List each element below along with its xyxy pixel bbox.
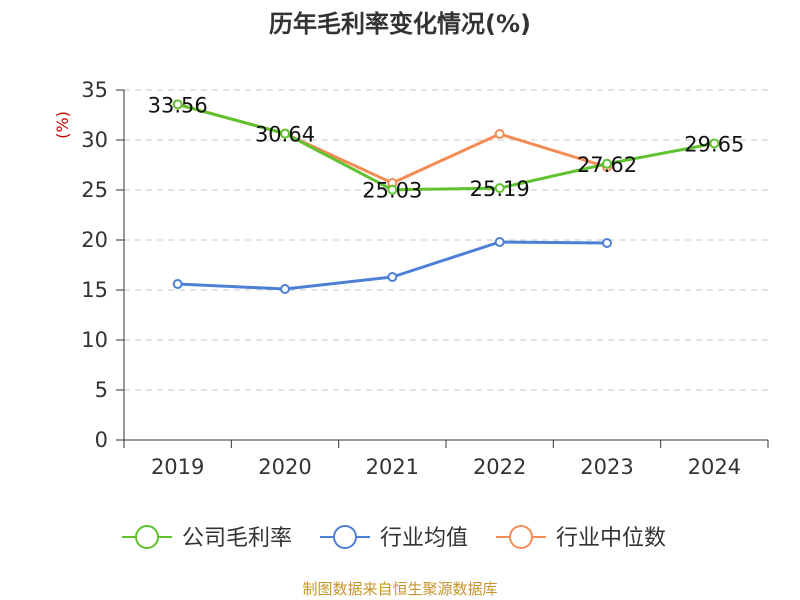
data-point [280,128,290,139]
legend-marker [333,525,358,549]
series-1 [172,237,612,294]
data-point [387,184,398,195]
data-label: 29.65 [684,133,744,157]
legend: 公司毛利率 行业均值 行业中位数 [122,525,666,551]
legend-item: 行业中位数 [496,525,666,551]
x-tick-label: 2023 [580,455,633,479]
data-label: 30.64 [255,123,315,147]
data-point [172,279,183,289]
series-line [177,102,608,185]
data-label: 25.19 [470,177,530,201]
legend-label: 行业均值 [380,526,468,551]
y-tick-label: 30 [81,128,108,152]
grid-lines [124,89,768,391]
series-lines [172,99,720,294]
x-tick-label: 2019 [151,455,204,479]
legend-marker [135,525,159,549]
y-tick-labels: 0 5 10 15 20 25 30 35 [81,78,124,452]
source-note: 制图数据来自恒生聚源数据库 [302,580,497,598]
y-tick-label: 25 [81,178,108,202]
data-label: 27.62 [577,153,637,177]
data-point [172,99,183,110]
y-axis-unit-label: (%) [53,111,72,139]
data-label: 25.03 [362,179,422,203]
data-point [494,129,505,139]
axes [123,90,768,441]
series-line [177,102,715,192]
x-tick-label: 2024 [688,455,741,479]
series-0 [172,99,720,195]
legend-label: 行业中位数 [556,526,666,551]
legend-item: 行业均值 [320,525,468,551]
data-point [494,237,505,247]
x-tick-label: 2020 [258,455,311,479]
y-tick-label: 20 [81,228,108,252]
data-labels: 33.56 30.64 25.03 25.19 27.62 29.65 [148,93,745,202]
y-tick-label: 0 [95,428,108,452]
legend-marker [509,525,534,549]
data-point [494,183,505,194]
data-label: 33.56 [148,93,208,117]
data-point [602,238,612,248]
x-tick-label: 2022 [473,455,526,479]
x-tick-label: 2021 [366,455,419,479]
data-point [709,138,720,149]
y-tick-label: 35 [81,78,108,102]
y-tick-label: 15 [81,278,108,302]
data-point [602,158,612,169]
data-point [387,272,398,282]
legend-item: 公司毛利率 [122,525,292,551]
series-2 [172,99,612,188]
chart-title: 历年毛利率变化情况(%) [269,10,531,38]
y-tick-label: 10 [81,328,108,352]
y-tick-label: 5 [95,378,108,402]
legend-label: 公司毛利率 [182,526,292,551]
data-point [280,284,290,294]
x-tick-labels: 2019 2020 2021 2022 2023 2024 [123,440,769,479]
